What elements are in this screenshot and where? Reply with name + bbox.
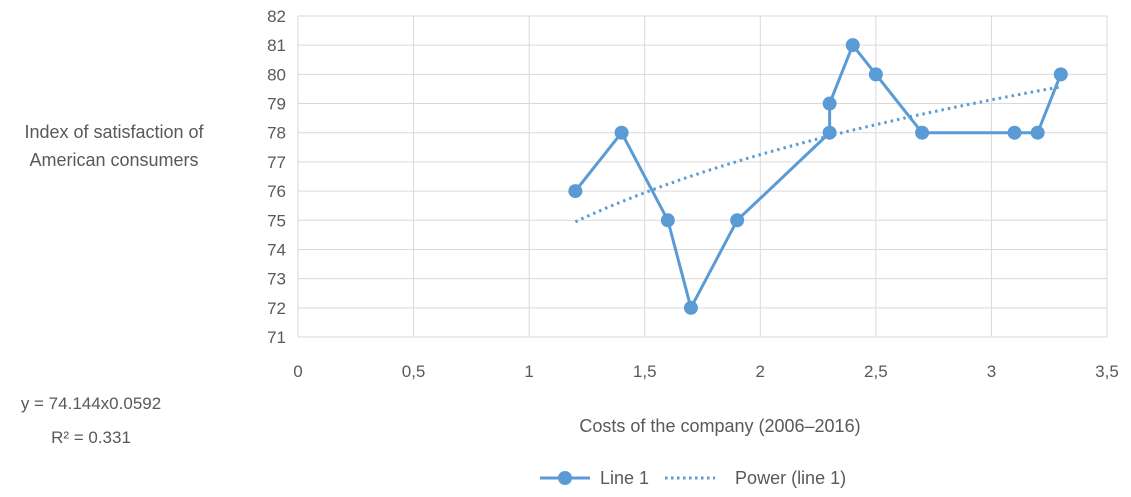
data-point xyxy=(683,300,698,315)
x-axis-label: Costs of the company (2006–2016) xyxy=(579,416,861,436)
legend-line-marker-icon xyxy=(540,471,590,485)
series-layer xyxy=(568,38,1068,315)
legend-label-line-1: Line 1 xyxy=(600,467,650,488)
data-point xyxy=(614,125,629,140)
trendline-r-squared: R² = 0.331 xyxy=(51,428,131,447)
data-point xyxy=(568,184,583,199)
y-tick-label: 79 xyxy=(267,95,286,114)
chart-legend: Line 1 Power (line 1) xyxy=(540,466,846,490)
trendline-layer xyxy=(574,85,1062,224)
data-point xyxy=(660,213,675,228)
data-point xyxy=(868,67,883,82)
data-point xyxy=(730,213,745,228)
x-tick-label: 0 xyxy=(293,362,302,381)
legend-item-power-trendline: Power (line 1) xyxy=(665,468,846,489)
chart-grid xyxy=(297,15,1108,338)
x-axis-ticks: 0 0,5 1 1,5 2 2,5 3 3,5 xyxy=(293,362,1119,381)
data-point xyxy=(1053,67,1068,82)
data-point xyxy=(845,38,860,53)
y-tick-label: 74 xyxy=(267,240,286,259)
data-point xyxy=(822,125,837,140)
x-tick-label: 0,5 xyxy=(402,362,426,381)
y-tick-label: 80 xyxy=(267,65,286,84)
legend-dotted-line-icon xyxy=(665,476,716,480)
x-tick-label: 2,5 xyxy=(864,362,888,381)
y-tick-label: 78 xyxy=(267,124,286,143)
x-tick-label: 3,5 xyxy=(1095,362,1119,381)
y-tick-label: 76 xyxy=(267,182,286,201)
x-tick-label: 2 xyxy=(756,362,765,381)
power-trendline xyxy=(574,85,1062,224)
y-tick-label: 81 xyxy=(267,36,286,55)
data-point xyxy=(915,125,930,140)
y-tick-label: 82 xyxy=(267,7,286,26)
x-tick-label: 1,5 xyxy=(633,362,657,381)
trendline-equation: y = 74.144x0.0592 xyxy=(20,394,162,413)
data-point xyxy=(1030,125,1045,140)
legend-label-power-trendline: Power (line 1) xyxy=(735,467,847,488)
y-tick-label: 75 xyxy=(267,211,286,230)
data-point xyxy=(1007,125,1022,140)
y-axis-label: Index of satisfaction of American consum… xyxy=(24,122,204,170)
data-point xyxy=(822,96,837,111)
y-axis-ticks: 71 72 73 74 75 76 77 78 79 80 81 82 xyxy=(267,7,286,347)
y-tick-label: 73 xyxy=(267,270,286,289)
x-tick-label: 1 xyxy=(524,362,533,381)
series-line-1 xyxy=(574,43,1063,310)
legend-item-line-1: Line 1 xyxy=(540,468,649,489)
y-tick-label: 77 xyxy=(267,153,286,172)
y-tick-label: 72 xyxy=(267,299,286,318)
x-tick-label: 3 xyxy=(987,362,996,381)
y-tick-label: 71 xyxy=(267,328,286,347)
